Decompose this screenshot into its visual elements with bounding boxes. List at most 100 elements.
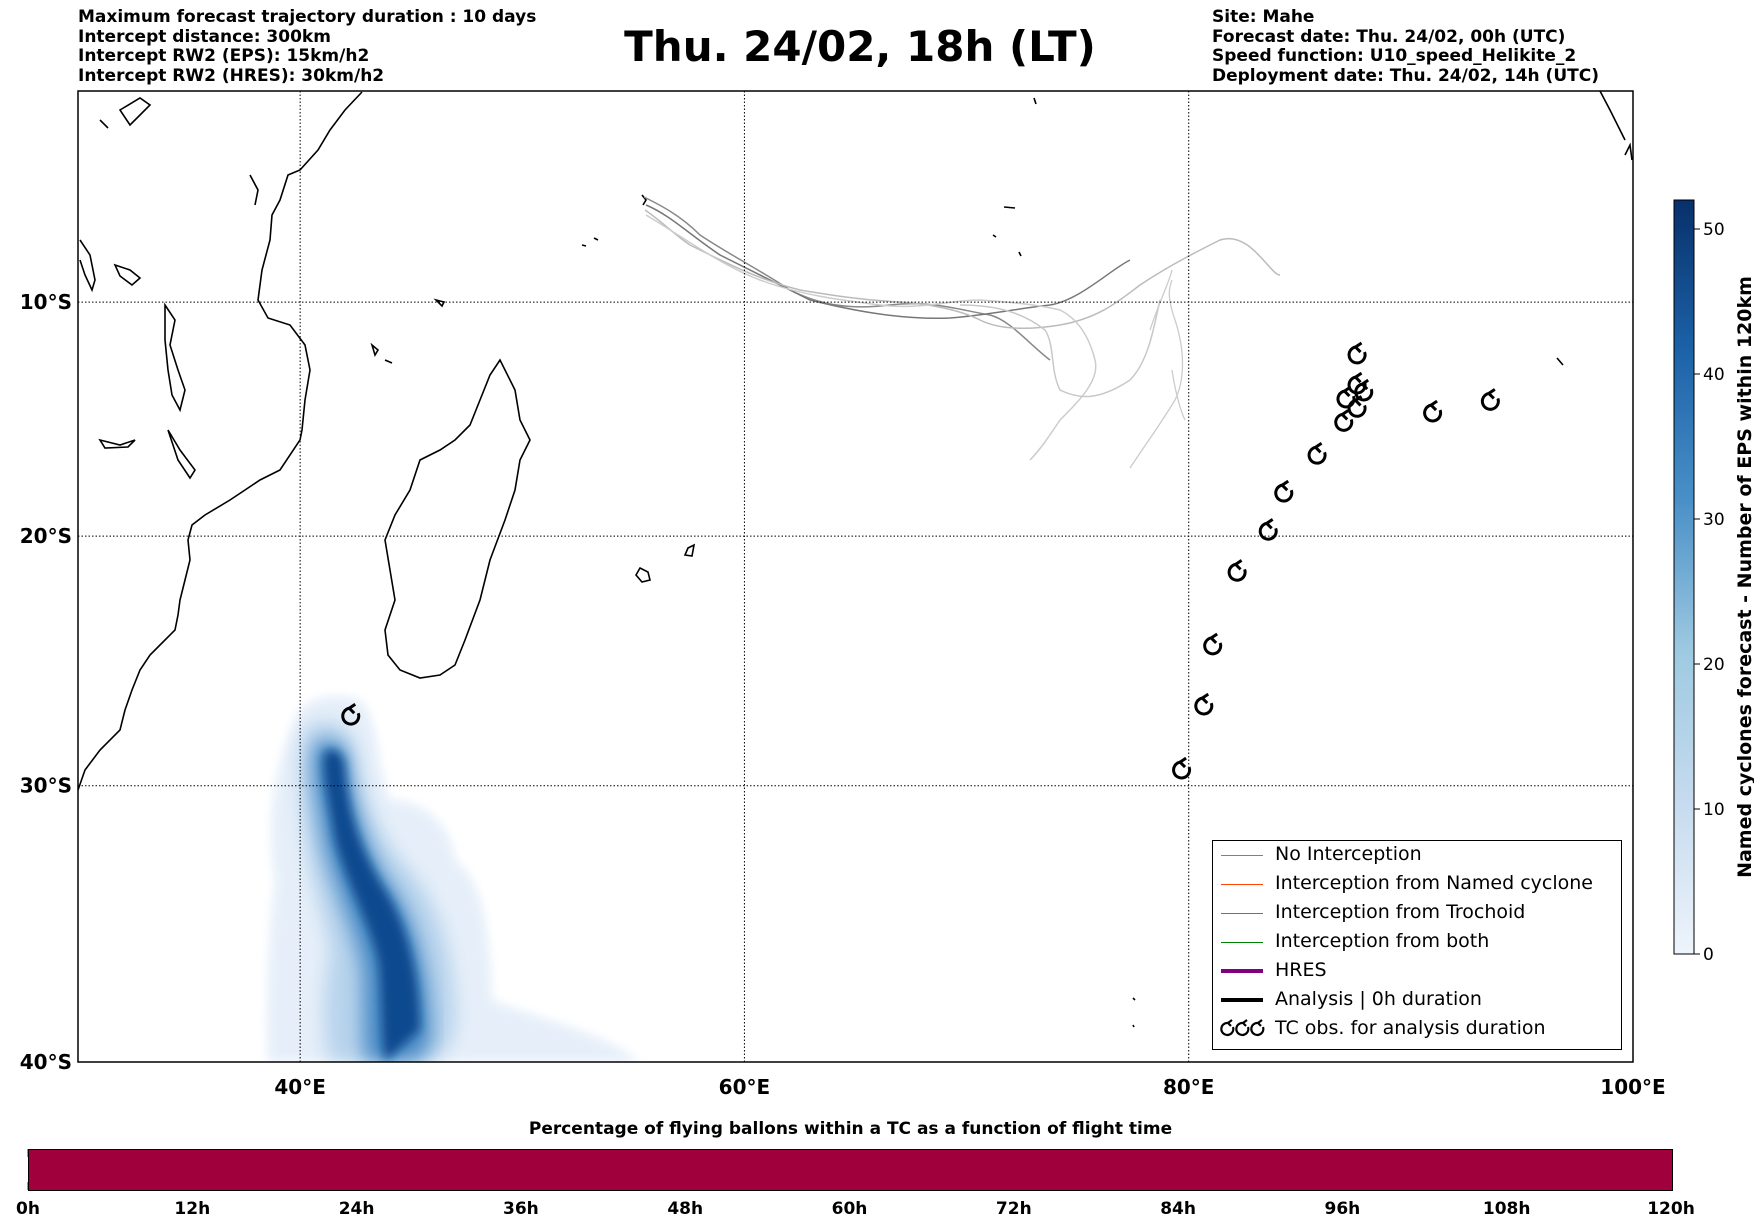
legend-swatch-trochoid bbox=[1221, 913, 1263, 914]
tc-obs-icon bbox=[1274, 479, 1294, 503]
header-left-line: Intercept distance: 300km bbox=[78, 26, 331, 47]
lat-label: 20°S bbox=[20, 524, 72, 548]
legend-label: No Interception bbox=[1275, 843, 1422, 865]
header-right-line: Forecast date: Thu. 24/02, 00h (UTC) bbox=[1212, 26, 1566, 47]
tc-obs-icon bbox=[1423, 399, 1443, 423]
tc-obs-arrow bbox=[1354, 371, 1363, 384]
tc-obs-arc bbox=[1227, 562, 1247, 582]
timeline-tick-label: 0h bbox=[16, 1199, 40, 1219]
tc-obs-arc bbox=[1354, 382, 1374, 402]
legend-swatch-both bbox=[1221, 942, 1263, 943]
timeline-tick-label: 108h bbox=[1483, 1199, 1531, 1219]
timeline-tick-label: 120h bbox=[1647, 1199, 1695, 1219]
tc-obs-icon bbox=[1194, 692, 1214, 716]
map-title: Thu. 24/02, 18h (LT) bbox=[624, 22, 1096, 71]
colorbar-gradient bbox=[1673, 199, 1695, 955]
legend-item: Analysis | 0h duration bbox=[1213, 986, 1621, 1015]
cyclone-density-field bbox=[267, 696, 640, 1062]
tc-obs-icon bbox=[1347, 341, 1367, 365]
legend-swatch-analysis bbox=[1221, 998, 1263, 1002]
tc-obs-arrow bbox=[1430, 399, 1438, 412]
lon-label: 40°E bbox=[274, 1075, 326, 1099]
tc-obs-arc bbox=[1172, 760, 1192, 780]
tc-obs-arrow bbox=[1210, 632, 1218, 645]
header-left-line: Maximum forecast trajectory duration : 1… bbox=[78, 7, 537, 27]
timeline-tick-label: 36h bbox=[503, 1199, 539, 1219]
colorbar-tick-label: 0 bbox=[1703, 945, 1714, 965]
tc-obs-icon bbox=[1227, 559, 1247, 582]
legend-item: No Interception bbox=[1213, 841, 1621, 870]
colorbar-ticks: 0 10 20 30 40 50 bbox=[1694, 220, 1725, 965]
colorbar: 0 10 20 30 40 50 Named cyclones forecast - Nu… bbox=[1673, 199, 1754, 965]
coastlines bbox=[78, 91, 1633, 1028]
tc-obs-arrow bbox=[1265, 518, 1274, 530]
legend-label: Interception from Trochoid bbox=[1275, 901, 1526, 923]
lon-label: 100°E bbox=[1600, 1075, 1665, 1099]
timeline-tick-label: 84h bbox=[1160, 1199, 1196, 1219]
tc-obs-icon bbox=[1480, 388, 1500, 411]
timeline-tick-label: 60h bbox=[832, 1199, 868, 1219]
tc-obs-arc bbox=[1307, 445, 1327, 465]
header-right-line: Site: Mahe bbox=[1212, 7, 1315, 27]
header-right-info: Site: Mahe Forecast date: Thu. 24/02, 00… bbox=[1212, 7, 1599, 86]
timeline-tick-label: 12h bbox=[174, 1199, 210, 1219]
tc-obs-arc bbox=[1258, 521, 1278, 541]
tc-obs-arrow bbox=[348, 702, 357, 715]
tc-obs-arc bbox=[1480, 391, 1500, 411]
colorbar-tick-label: 50 bbox=[1703, 220, 1725, 240]
lat-label: 30°S bbox=[20, 774, 72, 798]
colorbar-tick-label: 40 bbox=[1703, 365, 1725, 385]
tc-obs-arrow bbox=[1281, 479, 1290, 492]
colorbar-label: Named cyclones forecast - Number of EPS … bbox=[1734, 276, 1754, 878]
timeline-tick-label: 24h bbox=[339, 1199, 375, 1219]
lon-label: 80°E bbox=[1163, 1075, 1215, 1099]
colorbar-tick-label: 30 bbox=[1703, 510, 1725, 530]
tc-obs-icon bbox=[1219, 1018, 1267, 1045]
timeline-tick-label: 72h bbox=[996, 1199, 1032, 1219]
tc-obs-arc bbox=[1423, 403, 1443, 423]
gridlines: 10°S 20°S 30°S 40°S 40°E 60°E 80°E 100°E bbox=[20, 91, 1666, 1099]
timeline-tick-label: 48h bbox=[667, 1199, 703, 1219]
legend-label: HRES bbox=[1275, 959, 1327, 981]
tc-obs-arrow bbox=[1341, 409, 1350, 421]
header-right-line: Deployment date: Thu. 24/02, 14h (UTC) bbox=[1212, 65, 1599, 86]
legend-swatch-hres bbox=[1221, 969, 1263, 973]
legend-label: Analysis | 0h duration bbox=[1275, 988, 1482, 1010]
lat-label: 10°S bbox=[20, 290, 72, 314]
tc-obs-arrow bbox=[1201, 692, 1210, 705]
tc-obs-icon bbox=[1347, 371, 1367, 395]
legend-item: HRES bbox=[1213, 957, 1621, 986]
header-right-line: Speed function: U10_speed_Helikite_2 bbox=[1212, 46, 1577, 66]
legend-item: Interception from Trochoid bbox=[1213, 899, 1621, 928]
legend-item: TC obs. for analysis duration bbox=[1213, 1015, 1621, 1044]
tc-obs-icon bbox=[1203, 632, 1223, 656]
tc-obs-arrow bbox=[1354, 341, 1363, 354]
tc-obs-icon bbox=[1334, 409, 1354, 432]
tc-obs-arc bbox=[1274, 483, 1294, 503]
legend-item: Interception from Named cyclone bbox=[1213, 870, 1621, 899]
tc-obs-arrow bbox=[1487, 388, 1496, 400]
colorbar-tick-label: 20 bbox=[1703, 655, 1725, 675]
header-left-line: Intercept RW2 (EPS): 15km/h2 bbox=[78, 46, 370, 66]
header-left-info: Maximum forecast trajectory duration : 1… bbox=[78, 7, 537, 86]
timeline-tick-label: 96h bbox=[1325, 1199, 1361, 1219]
tc-obs-arc bbox=[1203, 636, 1223, 656]
tc-obs-arrow bbox=[1234, 559, 1243, 571]
legend-item: Interception from both bbox=[1213, 928, 1621, 957]
legend-label: Interception from Named cyclone bbox=[1275, 872, 1593, 894]
legend-label: Interception from both bbox=[1275, 930, 1490, 952]
tc-obs-icon bbox=[341, 702, 361, 726]
lon-label: 60°E bbox=[719, 1075, 771, 1099]
tc-obs-arrow bbox=[1314, 442, 1323, 454]
map-legend: No Interception Interception from Named … bbox=[1212, 840, 1622, 1050]
map-frame bbox=[77, 90, 1634, 1063]
legend-swatch-no-interception bbox=[1221, 855, 1263, 856]
timeline-title: Percentage of flying ballons within a TC… bbox=[528, 1119, 1173, 1139]
header-left-line: Intercept RW2 (HRES): 30km/h2 bbox=[78, 65, 385, 86]
tc-obs-arc bbox=[1336, 389, 1356, 409]
timeline-bar bbox=[28, 1149, 1673, 1191]
trajectories bbox=[643, 196, 1281, 469]
tc-obs-arc bbox=[1334, 412, 1354, 432]
tc-obs-icon bbox=[1307, 442, 1327, 465]
